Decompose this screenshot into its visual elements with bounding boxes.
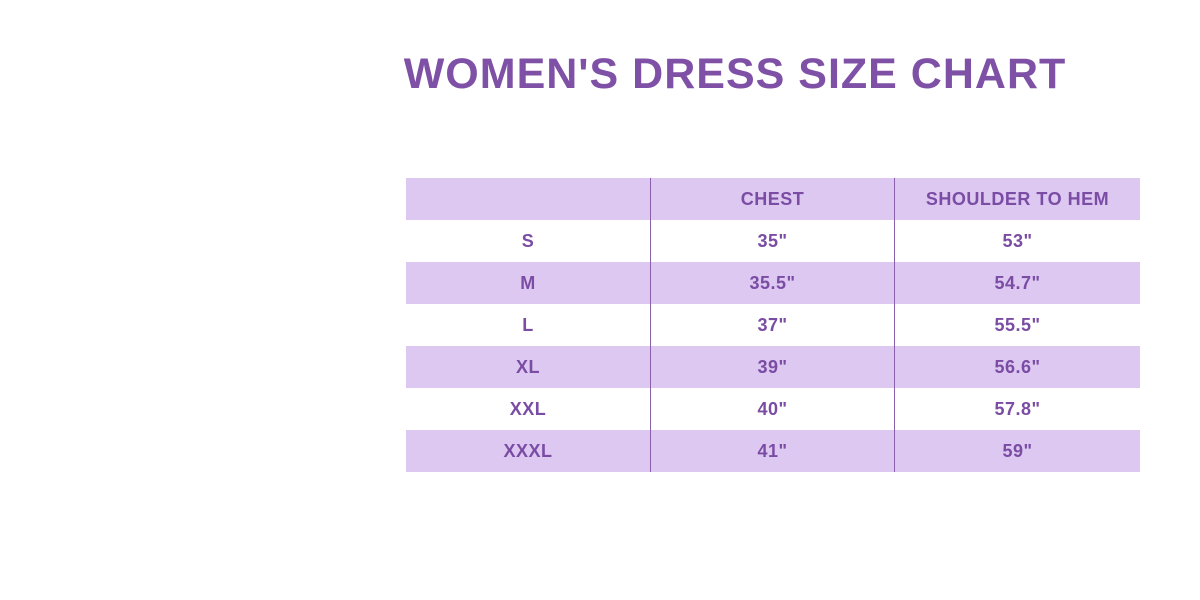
chest-cell: 40" — [650, 388, 894, 430]
chest-cell: 37" — [650, 304, 894, 346]
chest-cell: 41" — [650, 430, 894, 472]
shoulder-to-hem-cell: 53" — [894, 220, 1140, 262]
size-cell: M — [520, 272, 536, 293]
size-cell: XL — [515, 356, 540, 377]
header-cell-size — [406, 178, 650, 220]
header-cell-chest: CHEST — [650, 178, 894, 220]
shoulder-to-hem-cell: 59" — [894, 430, 1140, 472]
table-row: XXXL 41" 59" — [406, 430, 1140, 472]
shoulder-to-hem-cell: 54.7" — [894, 262, 1140, 304]
table-header-row: CHEST SHOULDER TO HEM — [406, 178, 1140, 220]
shoulder-to-hem-cell: 57.8" — [894, 388, 1140, 430]
shoulder-to-hem-cell: 56.6" — [894, 346, 1140, 388]
page-title: WOMEN'S DRESS SIZE CHART — [403, 50, 1067, 98]
chest-cell: 35" — [650, 220, 894, 262]
shoulder-to-hem-cell: 55.5" — [894, 304, 1140, 346]
chest-cell: 39" — [650, 346, 894, 388]
size-cell: S — [521, 230, 535, 251]
table-row: XXL 40" 57.8" — [406, 388, 1140, 430]
size-chart-table: CHEST SHOULDER TO HEM S 35" 53" M 35.5" … — [406, 178, 1140, 472]
table-row: XL 39" 56.6" — [406, 346, 1140, 388]
size-cell: XXXL — [503, 440, 553, 461]
table-row: S 35" 53" — [406, 220, 1140, 262]
table-row: M 35.5" 54.7" — [406, 262, 1140, 304]
size-cell: XXL — [509, 398, 547, 419]
header-cell-shoulder-to-hem: SHOULDER TO HEM — [894, 178, 1140, 220]
chest-cell: 35.5" — [650, 262, 894, 304]
table-row: L 37" 55.5" — [406, 304, 1140, 346]
size-cell: L — [522, 314, 534, 335]
